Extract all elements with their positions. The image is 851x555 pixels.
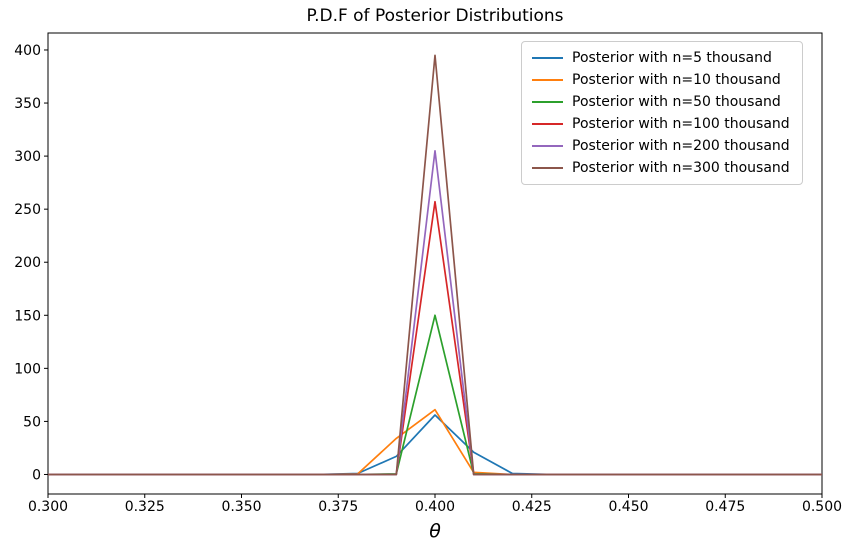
y-tick-label: 350 — [14, 96, 41, 112]
legend-line-swatch — [532, 101, 563, 103]
x-tick-label: 0.325 — [125, 499, 165, 515]
y-tick-label: 50 — [23, 414, 41, 430]
legend: Posterior with n=5 thousand Posterior wit… — [521, 41, 803, 185]
series-line-5 — [48, 149, 822, 476]
legend-item-4: Posterior with n=100 thousand — [530, 113, 794, 135]
y-tick-label: 150 — [14, 308, 41, 324]
chart-title: P.D.F of Posterior Distributions — [306, 6, 564, 26]
y-tick-label: 0 — [32, 467, 41, 483]
legend-label: Posterior with n=50 thousand — [572, 94, 781, 110]
legend-label: Posterior with n=5 thousand — [572, 50, 772, 66]
legend-item-1: Posterior with n=5 thousand — [530, 47, 794, 69]
legend-line-swatch — [532, 145, 563, 147]
series-line-4 — [48, 200, 822, 476]
legend-item-3: Posterior with n=50 thousand — [530, 91, 794, 113]
legend-item-5: Posterior with n=200 thousand — [530, 135, 794, 157]
x-tick-label: 0.350 — [221, 499, 261, 515]
series-line-3 — [48, 314, 822, 476]
series-line-6 — [48, 54, 822, 476]
legend-label: Posterior with n=10 thousand — [572, 72, 781, 88]
y-tick-label: 100 — [14, 361, 41, 377]
y-tick-label: 250 — [14, 202, 41, 218]
x-tick-label: 0.425 — [512, 499, 552, 515]
legend-line-swatch — [532, 123, 563, 125]
x-axis-label: θ — [429, 520, 441, 542]
legend-line-swatch — [532, 57, 563, 59]
legend-label: Posterior with n=300 thousand — [572, 160, 790, 176]
legend-label: Posterior with n=200 thousand — [572, 138, 790, 154]
legend-label: Posterior with n=100 thousand — [572, 116, 790, 132]
x-tick-label: 0.375 — [318, 499, 358, 515]
series-line-2 — [48, 408, 822, 476]
legend-item-2: Posterior with n=10 thousand — [530, 69, 794, 91]
y-tick-label: 400 — [14, 43, 41, 59]
x-tick-label: 0.400 — [415, 499, 455, 515]
legend-line-swatch — [532, 167, 563, 169]
y-tick-label: 300 — [14, 149, 41, 165]
x-tick-label: 0.300 — [28, 499, 68, 515]
y-tick-label: 200 — [14, 255, 41, 271]
x-tick-label: 0.475 — [705, 499, 745, 515]
series-line-1 — [48, 414, 822, 476]
x-tick-label: 0.500 — [802, 499, 842, 515]
x-tick-label: 0.450 — [608, 499, 648, 515]
legend-line-swatch — [532, 79, 563, 81]
legend-item-6: Posterior with n=300 thousand — [530, 157, 794, 179]
